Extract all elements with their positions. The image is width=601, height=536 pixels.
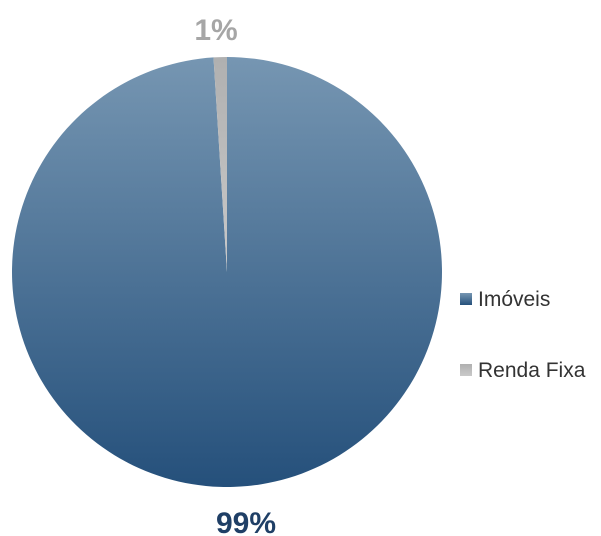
legend-label-imoveis: Imóveis — [478, 288, 550, 311]
data-label-renda-fixa: 1% — [194, 14, 237, 47]
legend-swatch-imoveis — [460, 293, 472, 305]
legend: Imóveis Renda Fixa — [460, 288, 586, 382]
legend-swatch-renda-fixa — [460, 364, 472, 376]
pie-slices — [11, 57, 442, 487]
legend-item-renda-fixa: Renda Fixa — [460, 359, 586, 382]
pie-slice-renda-fixa — [213, 57, 227, 272]
data-label-imoveis: 99% — [216, 507, 276, 536]
legend-label-renda-fixa: Renda Fixa — [478, 359, 586, 382]
legend-item-imoveis: Imóveis — [460, 288, 550, 311]
